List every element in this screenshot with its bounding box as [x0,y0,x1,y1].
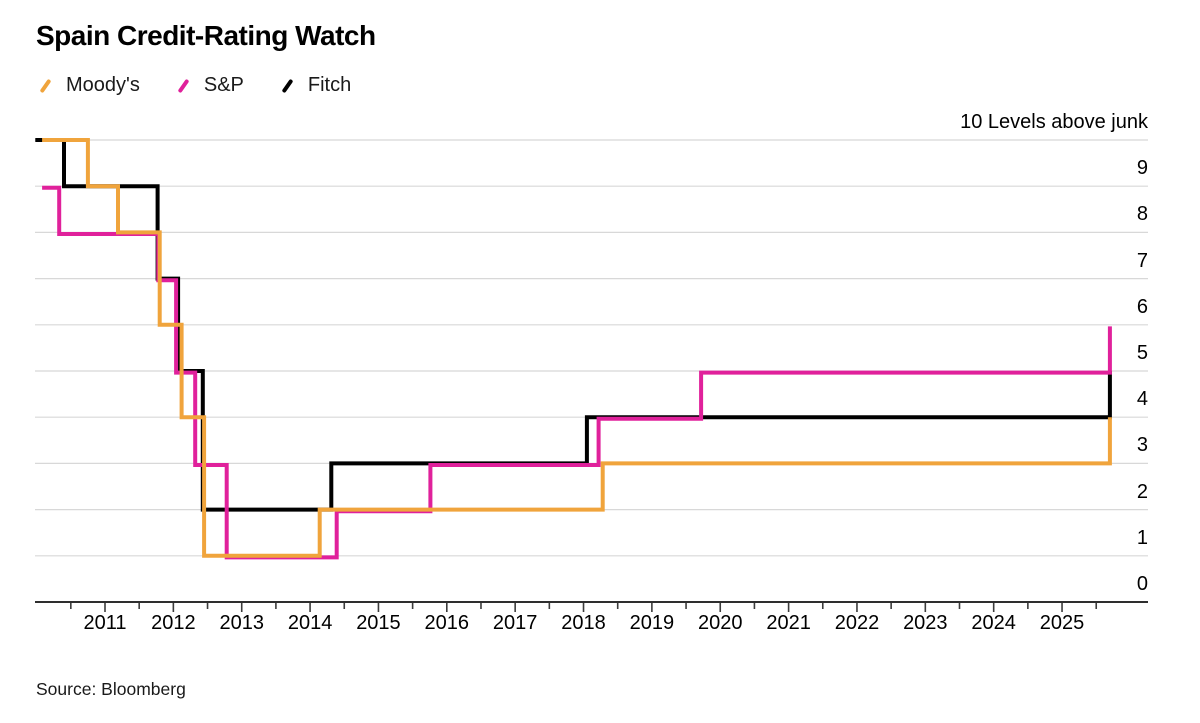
x-axis-label-2012: 2012 [151,612,196,634]
sp-legend-label: S&P [203,74,244,96]
y-axis-label-4: 4 [1136,388,1148,411]
legend-item-sp: S&P [176,74,244,97]
x-axis-label-2017: 2017 [492,612,538,634]
legend-item-fitch: Fitch [280,74,351,97]
moodys-legend-label: Moody's [66,74,140,96]
y-axis-label-0: 0 [1136,573,1148,595]
x-axis-label-2013: 2013 [219,612,264,634]
y-axis-label-1: 1 [1136,526,1148,549]
chart-legend: Moody's S&P Fitch [38,74,351,97]
x-axis-label-2024: 2024 [971,612,1016,634]
x-axis-label-2021: 2021 [766,612,811,634]
x-axis-label-2020: 2020 [697,612,743,634]
fitch-legend-label: Fitch [307,74,352,96]
chart-title: Spain Credit-Rating Watch [36,20,376,51]
y-axis-label-2: 2 [1136,480,1148,503]
x-axis-label-2018: 2018 [561,612,606,634]
x-axis-label-2022: 2022 [834,612,880,634]
y-axis-label-7: 7 [1136,249,1148,272]
legend-item-moodys: Moody's [38,74,140,97]
y-axis-label-3: 3 [1136,434,1148,457]
x-axis-label-2011: 2011 [83,612,127,634]
moodys-line [42,138,1112,558]
source-label: Source: Bloomberg [36,679,186,699]
x-axis-label-2016: 2016 [424,612,470,634]
y-axis-label-6: 6 [1136,295,1148,318]
x-axis-label-2025: 2025 [1039,612,1085,634]
x-axis-label-2019: 2019 [629,612,675,634]
x-axis-label-2014: 2014 [287,612,333,634]
x-axis-label-2023: 2023 [903,612,948,634]
y-axis-label-9: 9 [1136,157,1148,180]
y-axis-label-5: 5 [1136,342,1148,364]
x-axis-label-2015: 2015 [356,612,401,634]
y-axis-top-label: 10 Levels above junk [960,111,1148,133]
y-axis-label-8: 8 [1136,203,1148,226]
